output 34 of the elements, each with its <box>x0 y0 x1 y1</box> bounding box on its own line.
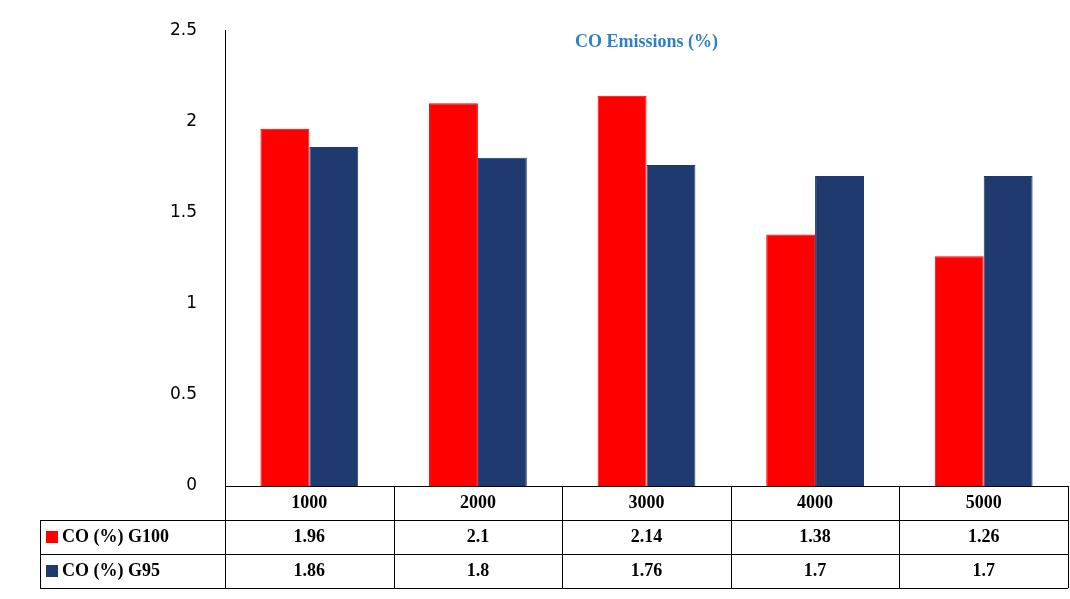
bar <box>309 146 359 486</box>
data-label: 1.8 <box>466 559 490 580</box>
bar <box>429 103 478 486</box>
x-tick-label: 2000 <box>459 491 496 512</box>
data-label: 1.76 <box>630 559 663 580</box>
bar <box>646 165 696 486</box>
bar <box>815 176 864 486</box>
y-tick-label: 1 <box>186 292 198 313</box>
x-tick-label: 4000 <box>797 491 834 512</box>
chart-title: CO Emissions (%) <box>575 30 719 52</box>
x-tick-label: 1000 <box>291 491 328 512</box>
bar <box>766 234 816 486</box>
legend-label: CO (%) G95 <box>62 559 160 581</box>
y-tick-label: 0 <box>186 474 198 495</box>
x-tick-label: 5000 <box>965 491 1002 512</box>
data-label: 1.96 <box>293 525 326 546</box>
y-tick-label: 2.5 <box>169 18 198 39</box>
data-label: 2.14 <box>630 525 663 546</box>
bar <box>260 128 310 486</box>
bar <box>983 176 1033 486</box>
data-label: 1.86 <box>293 559 326 580</box>
data-label: 1.7 <box>972 559 995 580</box>
data-label: 2.1 <box>466 525 490 546</box>
legend-label: CO (%) G100 <box>62 525 169 547</box>
y-tick-label: 1.5 <box>169 200 198 221</box>
data-label: 1.38 <box>799 525 831 546</box>
y-tick-label: 2 <box>186 109 198 130</box>
x-tick-label: 3000 <box>628 491 665 512</box>
data-label: 1.26 <box>967 525 1000 546</box>
bar <box>597 95 647 486</box>
data-label: 1.7 <box>803 559 827 580</box>
y-tick-label: 0.5 <box>169 383 198 404</box>
bar <box>934 256 984 486</box>
bar <box>477 157 527 486</box>
